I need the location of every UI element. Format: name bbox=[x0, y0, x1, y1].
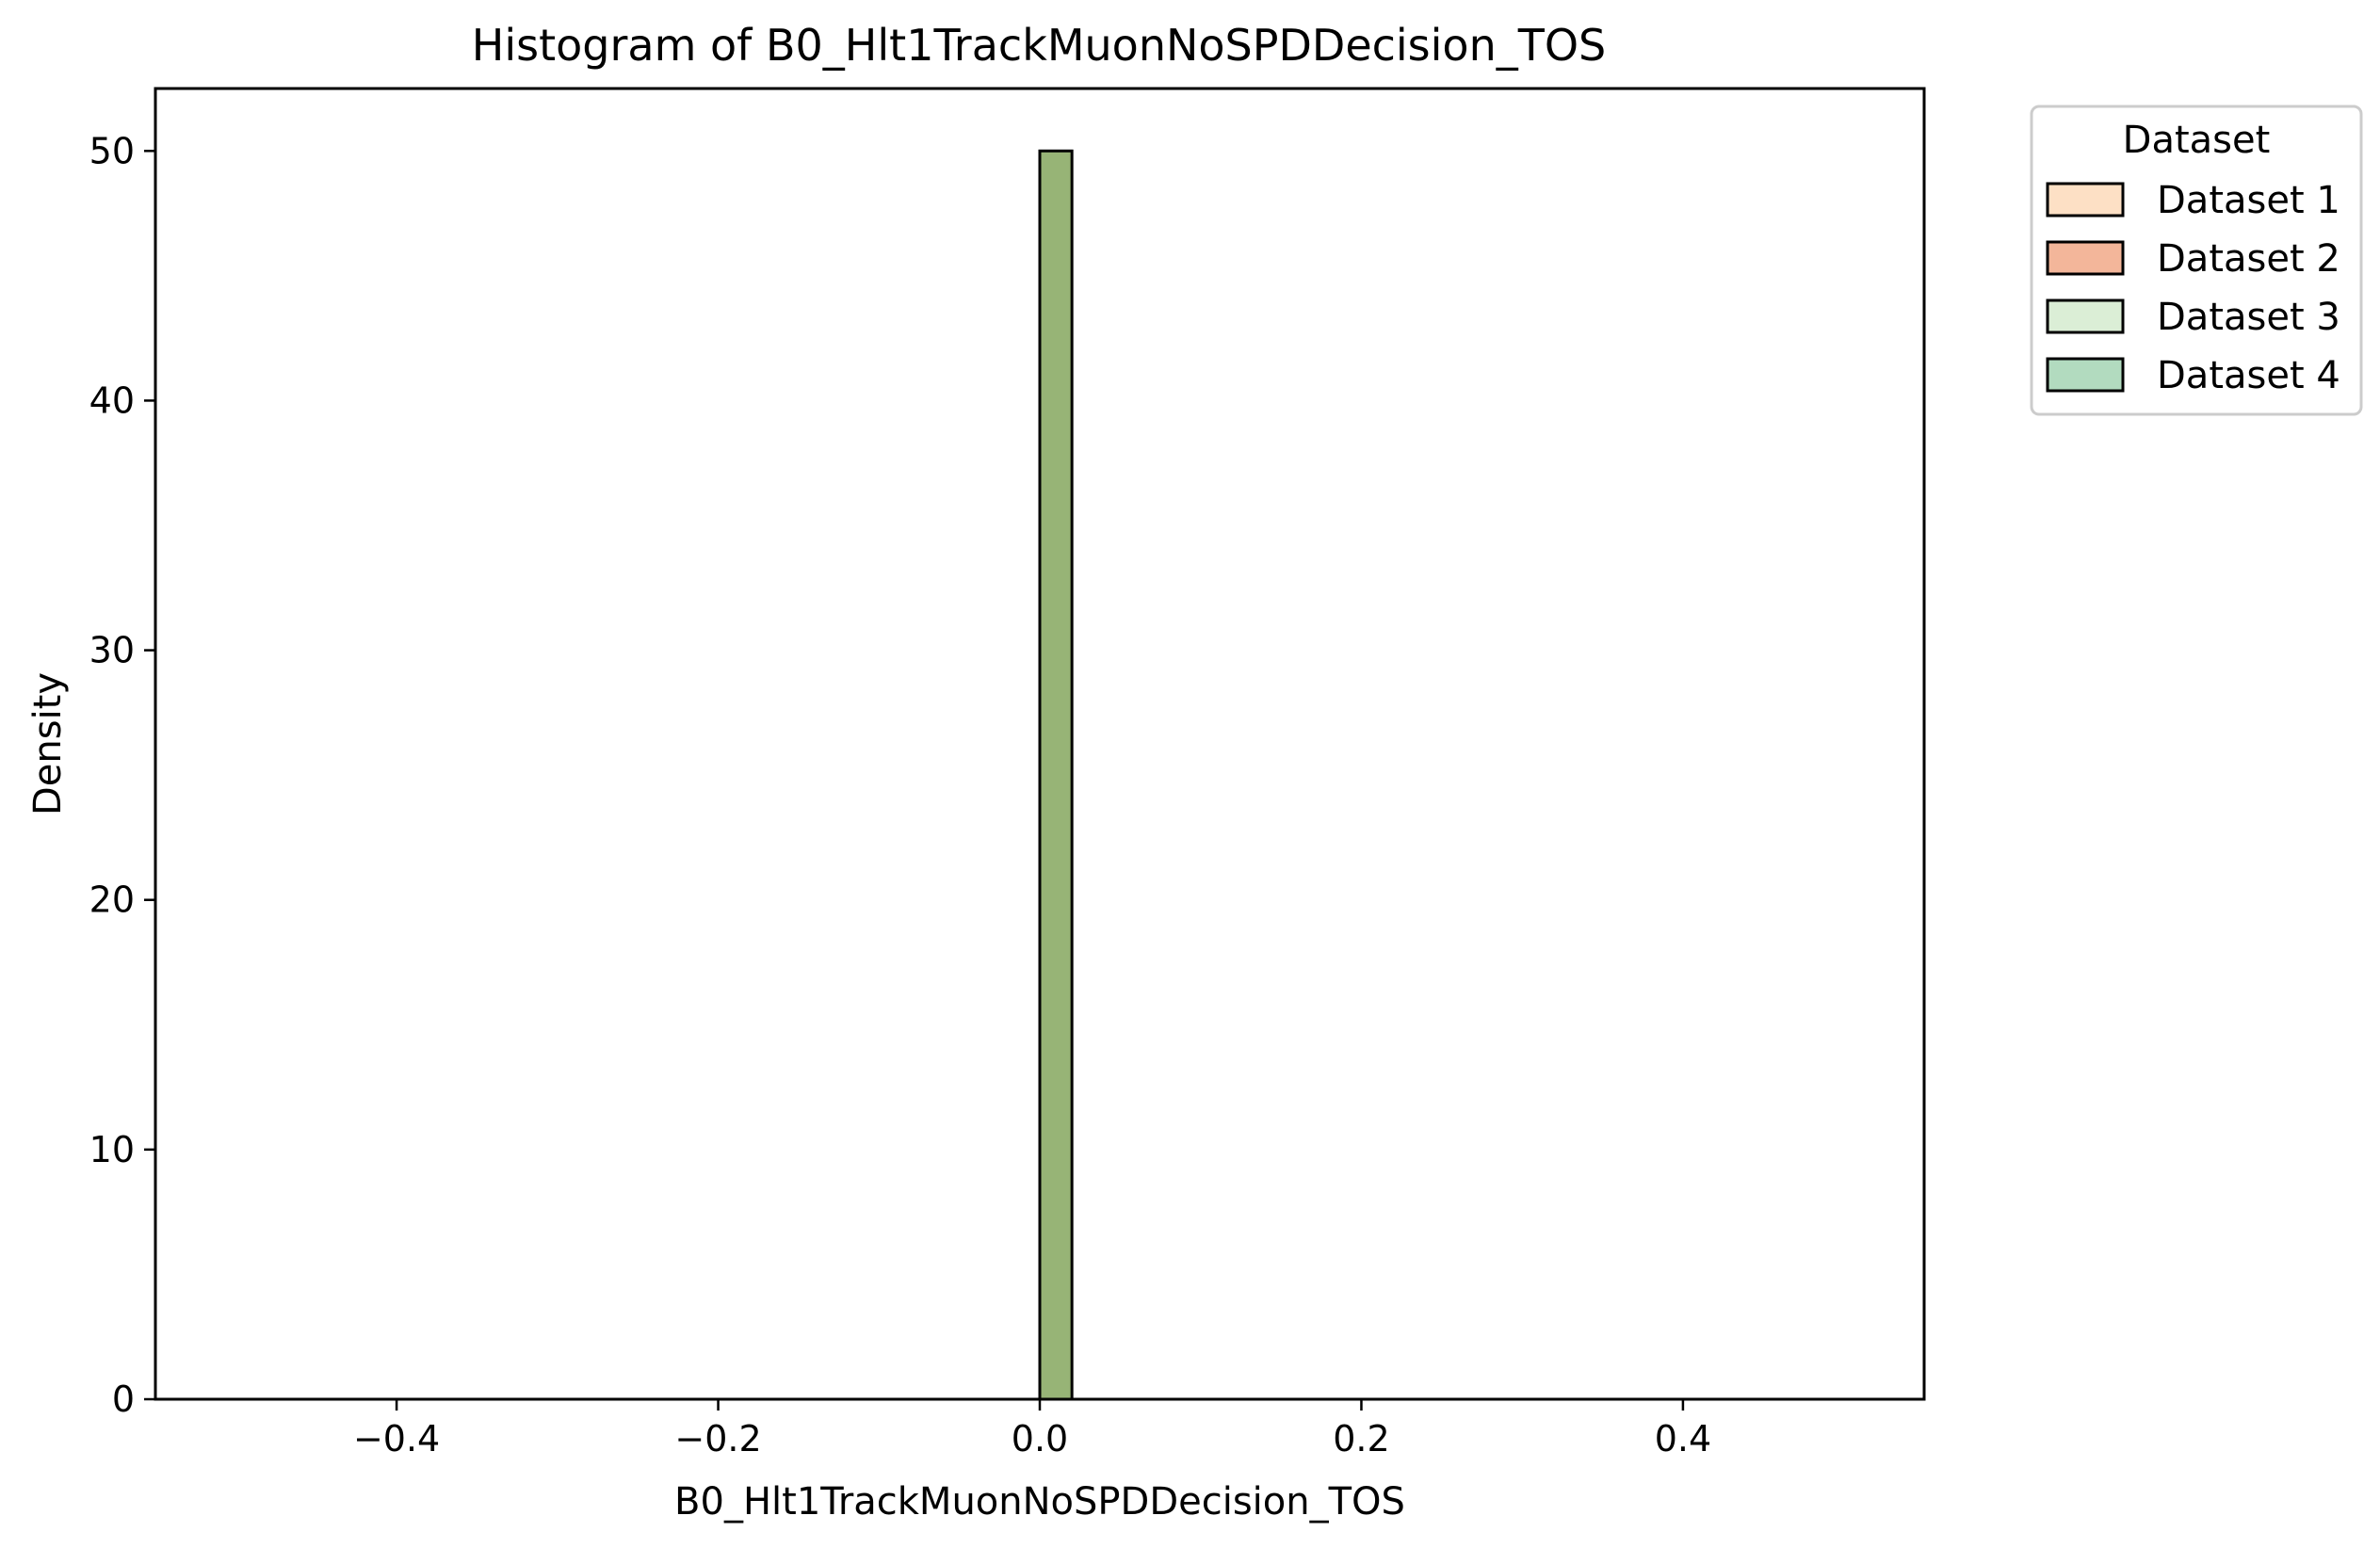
legend-label: Dataset 3 bbox=[2157, 296, 2340, 339]
legend: Dataset Dataset 1 Dataset 2 Dataset 3 Datas… bbox=[2030, 105, 2363, 416]
y-tick-label: 50 bbox=[89, 130, 135, 171]
legend-swatch bbox=[2046, 357, 2125, 393]
y-tick-label: 10 bbox=[89, 1129, 135, 1170]
legend-swatch bbox=[2046, 182, 2125, 218]
y-tick-label: 20 bbox=[89, 879, 135, 921]
x-tick-label: −0.2 bbox=[674, 1418, 761, 1459]
legend-title: Dataset bbox=[2123, 119, 2271, 162]
y-tick-label: 30 bbox=[89, 630, 135, 671]
x-tick-label: −0.4 bbox=[353, 1418, 440, 1459]
legend-swatch bbox=[2046, 298, 2125, 334]
legend-swatch bbox=[2046, 240, 2125, 276]
x-tick-label: 0.4 bbox=[1655, 1418, 1711, 1459]
legend-label: Dataset 4 bbox=[2157, 354, 2340, 397]
histogram-bar-0 bbox=[1038, 149, 1074, 1401]
y-axis-label: Density bbox=[26, 672, 70, 815]
y-tick-label: 0 bbox=[112, 1379, 135, 1420]
legend-label: Dataset 1 bbox=[2157, 179, 2340, 222]
y-tick-label: 40 bbox=[89, 379, 135, 421]
chart-title: Histogram of B0_Hlt1TrackMuonNoSPDDecisi… bbox=[472, 20, 1606, 71]
x-axis-label: B0_Hlt1TrackMuonNoSPDDecision_TOS bbox=[674, 1480, 1405, 1524]
x-tick-label: 0.0 bbox=[1012, 1418, 1068, 1459]
x-tick-label: 0.2 bbox=[1333, 1418, 1389, 1459]
legend-label: Dataset 2 bbox=[2157, 237, 2340, 281]
